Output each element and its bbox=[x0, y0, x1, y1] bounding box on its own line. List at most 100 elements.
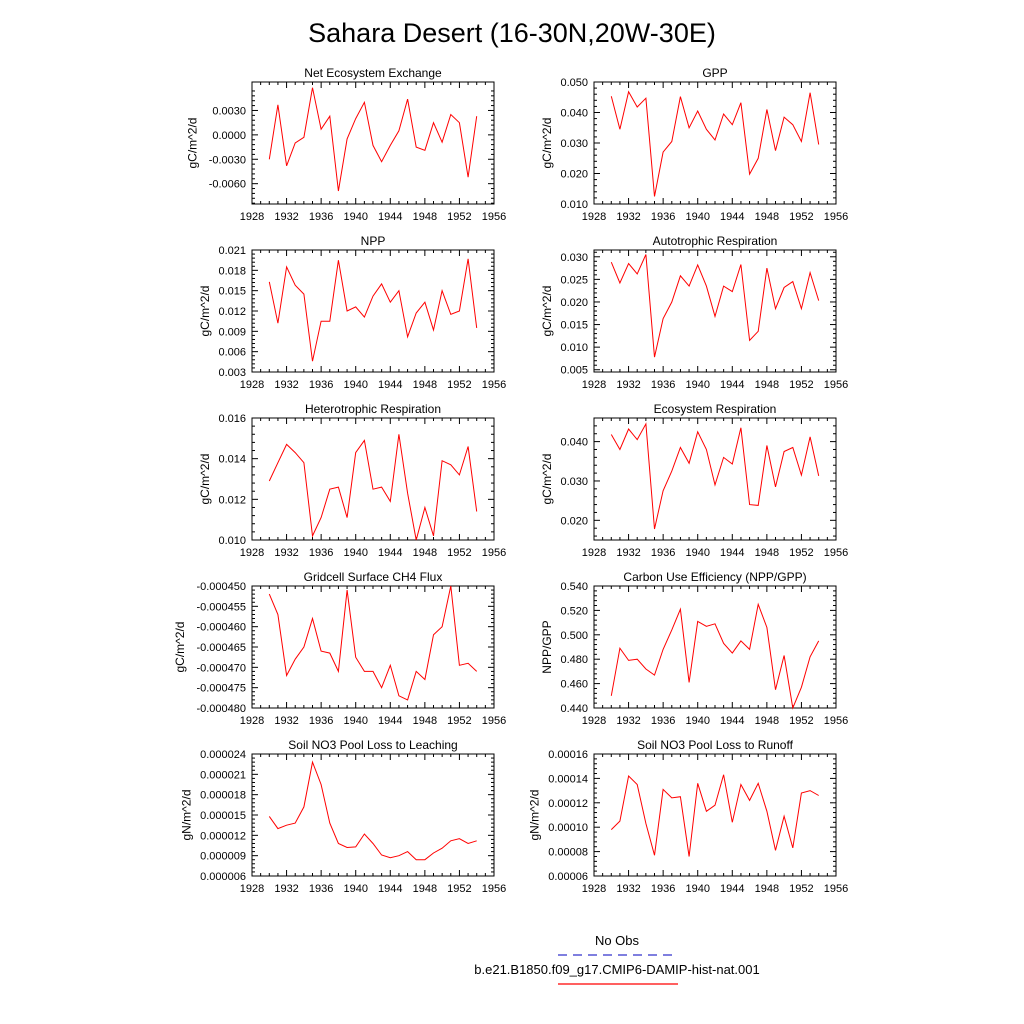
x-tick-label: 1948 bbox=[755, 883, 779, 895]
panel-title-soil-no3-pool-loss-to-leaching: Soil NO3 Pool Loss to Leaching bbox=[288, 738, 457, 752]
x-tick-label: 1940 bbox=[343, 379, 367, 391]
x-tick-label: 1932 bbox=[274, 883, 298, 895]
x-tick-label: 1944 bbox=[378, 379, 402, 391]
x-tick-label: 1952 bbox=[789, 715, 813, 727]
x-tick-label: 1948 bbox=[755, 379, 779, 391]
y-tick-label: 0.014 bbox=[218, 454, 246, 466]
y-tick-label: 0.00006 bbox=[548, 871, 588, 883]
x-tick-label: 1940 bbox=[343, 211, 367, 223]
legend-label-model-run: b.e21.B1850.f09_g17.CMIP6-DAMIP-hist-nat… bbox=[474, 962, 759, 977]
x-tick-label: 1952 bbox=[789, 379, 813, 391]
legend: No Obs b.e21.B1850.f09_g17.CMIP6-DAMIP-h… bbox=[474, 933, 760, 985]
plot-frame-heterotrophic-respiration bbox=[251, 417, 495, 541]
panel-net-ecosystem-exchange: Net Ecosystem Exchange 1928 1932 1936 1940 19… bbox=[186, 66, 507, 223]
panel-title-npp: NPP bbox=[361, 234, 386, 248]
y-axis-label-gpp: gC/m^2/d bbox=[540, 118, 554, 169]
x-tick-label: 1940 bbox=[685, 715, 709, 727]
y-tick-label: 0.010 bbox=[560, 199, 588, 211]
y-tick-label: 0.000012 bbox=[200, 830, 246, 842]
x-tick-label: 1948 bbox=[413, 715, 437, 727]
figure-title: Sahara Desert (16-30N,20W-30E) bbox=[308, 18, 716, 48]
y-tick-label: 0.00008 bbox=[548, 847, 588, 859]
panel-gridcell-surface-ch4-flux: Gridcell Surface CH4 Flux 1928 1932 1936 194… bbox=[173, 570, 506, 727]
plot-frame-soil-no3-pool-loss-to-leaching bbox=[251, 753, 495, 877]
panel-gpp: GPP 1928 1932 1936 1940 1944 1948 1952 1956 0.010… bbox=[540, 66, 848, 223]
y-axis-label-soil-no3-pool-loss-to-runoff: gN/m^2/d bbox=[528, 790, 542, 841]
x-tick-label: 1956 bbox=[824, 379, 848, 391]
x-tick-label: 1944 bbox=[378, 883, 402, 895]
y-tick-label: 0.015 bbox=[218, 286, 246, 298]
y-tick-label: 0.040 bbox=[560, 437, 588, 449]
x-tick-label: 1936 bbox=[309, 715, 333, 727]
x-tick-label: 1932 bbox=[616, 211, 640, 223]
x-tick-label: 1952 bbox=[789, 547, 813, 559]
y-tick-label: 0.000015 bbox=[200, 810, 246, 822]
x-tick-label: 1956 bbox=[482, 883, 506, 895]
x-tick-label: 1948 bbox=[755, 715, 779, 727]
y-tick-label: 0.030 bbox=[560, 138, 588, 150]
x-tick-label: 1932 bbox=[616, 715, 640, 727]
y-tick-label: 0.00012 bbox=[548, 798, 588, 810]
y-tick-label: -0.000470 bbox=[196, 662, 246, 674]
y-tick-label: 0.009 bbox=[218, 326, 246, 338]
x-tick-label: 1932 bbox=[274, 547, 298, 559]
x-tick-label: 1956 bbox=[824, 547, 848, 559]
x-tick-label: 1936 bbox=[651, 883, 675, 895]
panel-autotrophic-respiration: Autotrophic Respiration 1928 1932 1936 1940 1… bbox=[540, 234, 848, 391]
y-tick-label: 0.021 bbox=[218, 245, 246, 257]
x-tick-label: 1952 bbox=[789, 211, 813, 223]
series-line-npp bbox=[268, 258, 478, 362]
x-tick-label: 1928 bbox=[582, 211, 606, 223]
panel-title-ecosystem-respiration: Ecosystem Respiration bbox=[654, 402, 777, 416]
x-tick-label: 1936 bbox=[651, 715, 675, 727]
y-tick-label: -0.000455 bbox=[196, 601, 246, 613]
x-tick-label: 1928 bbox=[240, 547, 264, 559]
series-line-ecosystem-respiration bbox=[610, 422, 820, 530]
plot-frame-npp bbox=[251, 249, 495, 373]
y-tick-label: -0.0030 bbox=[209, 154, 246, 166]
series-line-autotrophic-respiration bbox=[610, 254, 820, 358]
y-tick-label: 0.006 bbox=[218, 347, 246, 359]
x-tick-label: 1948 bbox=[755, 547, 779, 559]
x-tick-label: 1932 bbox=[274, 715, 298, 727]
x-tick-label: 1956 bbox=[482, 715, 506, 727]
y-tick-label: 0.016 bbox=[218, 413, 246, 425]
plot-frame-soil-no3-pool-loss-to-runoff bbox=[593, 753, 837, 877]
plot-frame-carbon-use-efficiency-npp-gpp bbox=[593, 585, 837, 709]
y-tick-label: 0.000009 bbox=[200, 851, 246, 863]
x-tick-label: 1932 bbox=[616, 379, 640, 391]
y-tick-label: -0.000475 bbox=[196, 683, 246, 695]
x-tick-label: 1956 bbox=[482, 211, 506, 223]
panel-title-gpp: GPP bbox=[702, 66, 727, 80]
x-tick-label: 1940 bbox=[685, 379, 709, 391]
y-tick-label: 0.040 bbox=[560, 108, 588, 120]
y-tick-label: 0.480 bbox=[560, 654, 588, 666]
x-tick-label: 1932 bbox=[616, 883, 640, 895]
panel-heterotrophic-respiration: Heterotrophic Respiration 1928 1932 1936 194… bbox=[198, 402, 506, 559]
panel-title-soil-no3-pool-loss-to-runoff: Soil NO3 Pool Loss to Runoff bbox=[637, 738, 794, 752]
y-tick-label: 0.000018 bbox=[200, 790, 246, 802]
y-tick-label: 0.520 bbox=[560, 605, 588, 617]
x-tick-label: 1936 bbox=[651, 547, 675, 559]
x-tick-label: 1952 bbox=[447, 379, 471, 391]
y-tick-label: -0.000460 bbox=[196, 622, 246, 634]
x-tick-label: 1940 bbox=[685, 547, 709, 559]
plot-frame-autotrophic-respiration bbox=[593, 249, 837, 373]
x-tick-label: 1944 bbox=[378, 211, 402, 223]
y-axis-label-gridcell-surface-ch4-flux: gC/m^2/d bbox=[173, 622, 187, 673]
x-tick-label: 1936 bbox=[309, 379, 333, 391]
y-tick-label: 0.010 bbox=[218, 535, 246, 547]
x-tick-label: 1928 bbox=[240, 883, 264, 895]
x-tick-label: 1928 bbox=[582, 715, 606, 727]
x-tick-label: 1948 bbox=[413, 547, 437, 559]
panel-ecosystem-respiration: Ecosystem Respiration 1928 1932 1936 1940 194… bbox=[540, 402, 848, 559]
x-tick-label: 1956 bbox=[482, 547, 506, 559]
x-tick-label: 1952 bbox=[447, 547, 471, 559]
legend-label-no-obs: No Obs bbox=[595, 933, 640, 948]
x-tick-label: 1956 bbox=[482, 379, 506, 391]
panel-title-gridcell-surface-ch4-flux: Gridcell Surface CH4 Flux bbox=[304, 570, 443, 584]
x-tick-label: 1932 bbox=[616, 547, 640, 559]
y-axis-label-soil-no3-pool-loss-to-leaching: gN/m^2/d bbox=[179, 790, 193, 841]
y-axis-label-carbon-use-efficiency-npp-gpp: NPP/GPP bbox=[540, 620, 554, 673]
series-line-gridcell-surface-ch4-flux bbox=[268, 585, 478, 701]
